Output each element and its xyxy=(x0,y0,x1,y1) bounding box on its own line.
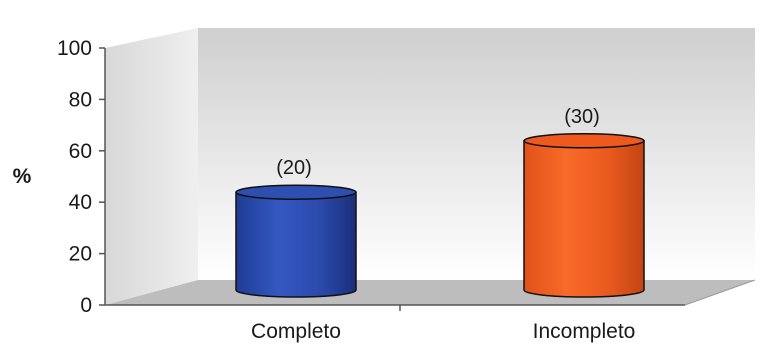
bar-data-label: (30) xyxy=(564,106,600,128)
y-tick-label: 100 xyxy=(57,37,92,60)
chart-floor xyxy=(105,280,755,305)
chart-floor-edge xyxy=(684,279,756,306)
bars: (20) (30) xyxy=(235,106,645,298)
x-category-label: Completo xyxy=(251,320,341,343)
bar: (30) xyxy=(523,106,645,298)
bar-data-label: (20) xyxy=(276,157,312,179)
y-ticks: 0 20 40 60 80 100 xyxy=(57,37,105,317)
bar-top xyxy=(235,184,357,200)
bar-top xyxy=(523,133,645,149)
y-axis-label: % xyxy=(13,165,32,188)
bar: (20) xyxy=(235,157,357,298)
bar-body xyxy=(523,140,645,298)
y-tick-label: 80 xyxy=(69,88,92,111)
y-tick-label: 20 xyxy=(69,243,92,266)
x-categories: Completo Incompleto xyxy=(251,305,635,343)
chart-side-wall xyxy=(105,28,198,305)
bar-body xyxy=(235,191,357,298)
y-tick-label: 40 xyxy=(69,191,92,214)
y-tick-label: 60 xyxy=(69,140,92,163)
x-category-label: Incompleto xyxy=(533,320,636,343)
y-tick-label: 0 xyxy=(80,294,92,317)
